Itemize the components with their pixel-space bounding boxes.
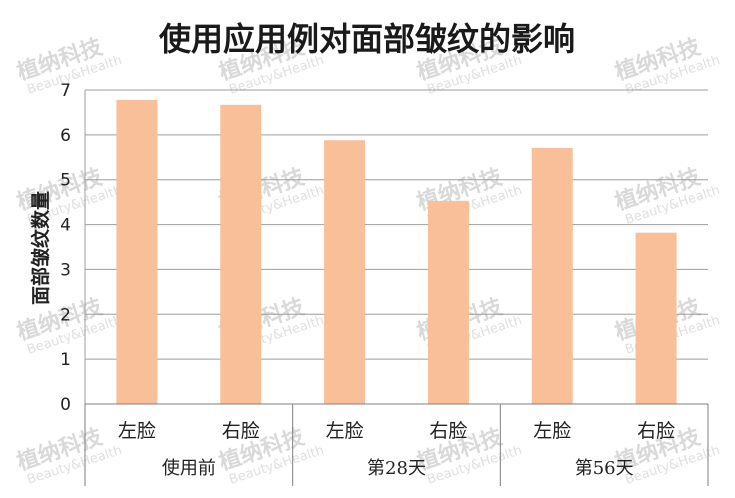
- x-tick-label: 右脸: [429, 420, 467, 442]
- y-tick-label: 7: [60, 81, 71, 101]
- group-label: 第28天: [367, 458, 426, 479]
- x-tick-label: 左脸: [118, 420, 156, 442]
- group-labels: 使用前 第28天 第56天: [162, 458, 634, 479]
- bar: [531, 147, 573, 404]
- x-tick-label: 右脸: [637, 420, 675, 442]
- group-label: 第56天: [575, 458, 634, 479]
- x-tick-label: 左脸: [326, 420, 364, 442]
- y-axis-ticks: 0 1 2 3 4 5 6 7: [60, 81, 71, 415]
- y-tick-label: 1: [60, 350, 71, 370]
- category-labels: 左脸 右脸 左脸 右脸 左脸 右脸: [118, 420, 675, 442]
- y-axis-label: 面部皱纹数量: [29, 191, 52, 305]
- y-tick-label: 0: [60, 395, 71, 415]
- y-tick-label: 3: [60, 260, 71, 280]
- y-tick-label: 6: [60, 126, 71, 146]
- bar: [220, 104, 262, 404]
- x-tick-label: 左脸: [533, 420, 571, 442]
- gridlines: [84, 89, 708, 405]
- x-tick-label: 右脸: [222, 420, 260, 442]
- bar: [427, 200, 469, 404]
- group-label: 使用前: [162, 458, 216, 479]
- bar: [116, 99, 158, 405]
- bar: [324, 140, 366, 405]
- y-tick-label: 2: [60, 305, 71, 325]
- chart-title: 使用应用例对面部皱纹的影响: [158, 20, 575, 58]
- y-tick-label: 4: [60, 216, 71, 236]
- bars: [116, 99, 677, 405]
- x-axis: [84, 403, 709, 486]
- y-tick-label: 5: [60, 171, 71, 191]
- bar: [635, 232, 677, 404]
